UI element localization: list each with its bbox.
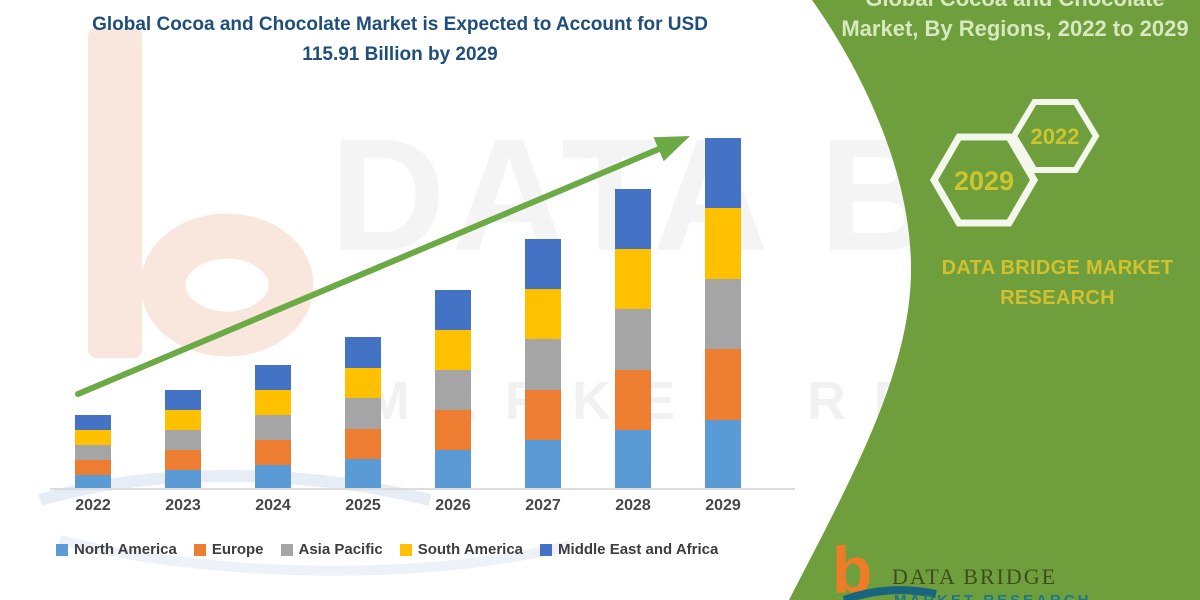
chart-title-line1: Global Cocoa and Chocolate Market is Exp… xyxy=(92,14,708,35)
bar-segment-south-america xyxy=(75,430,111,445)
hexagon-year-2022: 2022 xyxy=(1030,124,1080,149)
stacked-bar-2027 xyxy=(525,238,561,490)
stacked-bar-2022 xyxy=(75,415,111,490)
bar-segment-north-america xyxy=(705,419,741,490)
bar-segment-north-america xyxy=(345,459,381,490)
bar-segment-europe xyxy=(435,409,471,450)
bar-segment-north-america xyxy=(75,475,111,490)
bar-segment-middle-east-and-africa xyxy=(615,189,651,250)
stacked-bar-2029 xyxy=(705,138,741,490)
legend-label: North America xyxy=(74,541,177,558)
sidebar-title-line1: Global Cocoa and Chocolate xyxy=(830,0,1200,14)
legend-label: Europe xyxy=(211,541,264,558)
footer-logo-sub: MARKET RESEARCH xyxy=(894,592,1092,600)
hexagon-year-2029: 2029 xyxy=(953,166,1015,196)
legend-item: Europe xyxy=(193,541,264,558)
bar-segment-south-america xyxy=(345,367,381,399)
bar-segment-europe xyxy=(345,428,381,460)
legend: North America Europe Asia Pacific South Ame… xyxy=(56,541,718,558)
legend-swatch xyxy=(56,543,68,556)
stacked-bar-2024 xyxy=(255,364,291,490)
legend-label: Middle East and Africa xyxy=(558,541,719,558)
bar-segment-europe xyxy=(255,439,291,465)
sidebar-title: Global Cocoa and Chocolate Market, By Re… xyxy=(830,0,1200,44)
stacked-bar-2025 xyxy=(345,336,381,490)
legend-item: Asia Pacific xyxy=(280,541,383,558)
legend-swatch xyxy=(399,543,412,556)
bar-segment-north-america xyxy=(525,439,561,490)
legend-swatch xyxy=(540,543,553,556)
bar-segment-north-america xyxy=(255,464,291,490)
bar-segment-asia-pacific xyxy=(615,309,651,370)
bar-segment-europe xyxy=(75,460,111,475)
stacked-bar-2023 xyxy=(165,390,201,490)
bar-segment-middle-east-and-africa xyxy=(75,415,111,430)
footer-logo-b-icon: b xyxy=(832,533,873,600)
bar-segment-south-america xyxy=(435,329,471,370)
x-axis-label: 2029 xyxy=(705,497,741,514)
bar-segment-middle-east-and-africa xyxy=(165,390,201,411)
legend-swatch xyxy=(193,543,206,556)
x-axis-line xyxy=(50,488,795,490)
bar-segment-south-america xyxy=(165,410,201,431)
trend-arrow-head xyxy=(653,136,690,162)
bar-segment-europe xyxy=(705,349,741,420)
bar-segment-asia-pacific xyxy=(255,414,291,440)
legend-item: North America xyxy=(56,541,177,558)
sidebar-brand-line2: RESEARCH xyxy=(1000,287,1115,309)
legend-label: South America xyxy=(417,541,524,558)
legend-item: Middle East and Africa xyxy=(540,541,718,558)
bar-segment-north-america xyxy=(615,429,651,490)
bar-segment-middle-east-and-africa xyxy=(255,364,291,390)
sidebar-brand-line1: DATA BRIDGE MARKET xyxy=(941,257,1174,279)
x-axis-label: 2024 xyxy=(255,497,291,514)
bar-segment-asia-pacific xyxy=(165,430,201,451)
hexagon-2022 xyxy=(1010,99,1100,173)
bar-segment-asia-pacific xyxy=(435,369,471,410)
bar-segment-middle-east-and-africa xyxy=(525,238,561,290)
bar-segment-north-america xyxy=(435,449,471,490)
bar-segment-middle-east-and-africa xyxy=(435,289,471,330)
chart-title-line2: 115.91 Billion by 2029 xyxy=(302,44,498,65)
legend-swatch xyxy=(280,543,293,556)
x-axis-label: 2027 xyxy=(525,497,561,514)
bar-segment-north-america xyxy=(165,470,201,490)
hexagon-2029 xyxy=(929,133,1039,227)
x-axis-label: 2025 xyxy=(345,497,381,514)
bar-segment-asia-pacific xyxy=(705,278,741,350)
bar-segment-asia-pacific xyxy=(75,445,111,460)
stacked-bar-2028 xyxy=(615,189,651,490)
stacked-bar-2026 xyxy=(435,289,471,490)
bar-segment-middle-east-and-africa xyxy=(705,138,741,209)
sidebar-title-line2: Market, By Regions, 2022 to 2029 xyxy=(841,16,1189,41)
bar-segment-europe xyxy=(615,369,651,430)
bar-segment-middle-east-and-africa xyxy=(345,336,381,368)
bar-segment-asia-pacific xyxy=(525,339,561,390)
x-axis-label: 2028 xyxy=(615,497,651,514)
bar-segment-europe xyxy=(525,389,561,440)
bar-segment-south-america xyxy=(705,208,741,279)
sidebar-brand: DATA BRIDGE MARKET RESEARCH xyxy=(880,253,1200,313)
x-axis-label: 2022 xyxy=(75,497,111,514)
bar-segment-europe xyxy=(165,450,201,471)
bar-segment-south-america xyxy=(615,249,651,310)
bar-segment-asia-pacific xyxy=(345,398,381,429)
chart-title: Global Cocoa and Chocolate Market is Exp… xyxy=(85,10,715,70)
legend-item: South America xyxy=(399,541,524,558)
footer-logo-name: DATA BRIDGE xyxy=(892,564,1058,589)
green-side-panel xyxy=(789,0,1200,600)
x-axis-label: 2026 xyxy=(435,497,471,514)
footer-logo-swoosh-icon xyxy=(842,586,937,600)
trend-arrow-shaft xyxy=(75,146,662,397)
bar-segment-south-america xyxy=(525,289,561,340)
footer-logo: b DATA BRIDGE MARKET RESEARCH xyxy=(832,537,1152,600)
x-axis-label: 2023 xyxy=(165,497,201,514)
bar-segment-south-america xyxy=(255,389,291,415)
legend-label: Asia Pacific xyxy=(298,541,383,558)
x-axis-labels: 2022 2023 2024 2025 2026 2027 2028 2029 xyxy=(0,497,1200,521)
